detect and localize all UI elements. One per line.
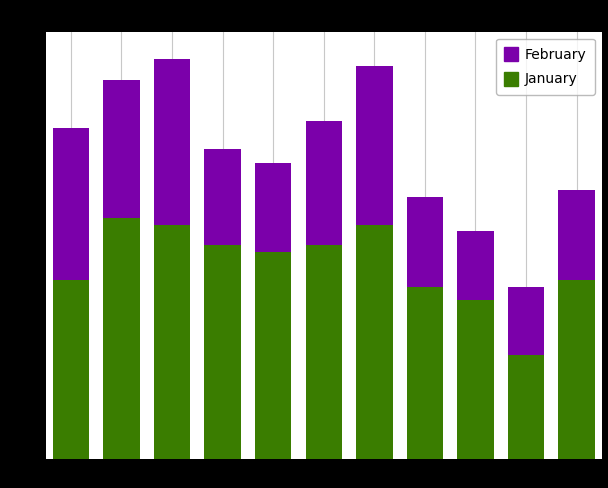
Bar <box>457 300 494 459</box>
Bar <box>508 355 544 459</box>
Legend: February, January: February, January <box>496 39 595 95</box>
Bar <box>154 224 190 459</box>
Bar <box>306 245 342 459</box>
Bar <box>204 245 241 459</box>
Bar <box>407 197 443 286</box>
Bar <box>356 66 393 224</box>
Bar <box>255 252 291 459</box>
Bar <box>103 80 140 218</box>
Bar <box>407 286 443 459</box>
Bar <box>508 286 544 355</box>
Bar <box>53 128 89 280</box>
Bar <box>53 280 89 459</box>
Bar <box>255 163 291 252</box>
Bar <box>558 190 595 280</box>
Bar <box>306 121 342 245</box>
Bar <box>154 59 190 224</box>
Bar <box>103 218 140 459</box>
Bar <box>457 231 494 300</box>
Bar <box>558 280 595 459</box>
Bar <box>356 224 393 459</box>
Bar <box>204 149 241 245</box>
